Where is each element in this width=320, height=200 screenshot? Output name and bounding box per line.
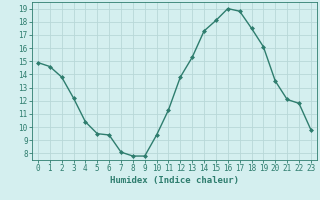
X-axis label: Humidex (Indice chaleur): Humidex (Indice chaleur): [110, 176, 239, 185]
